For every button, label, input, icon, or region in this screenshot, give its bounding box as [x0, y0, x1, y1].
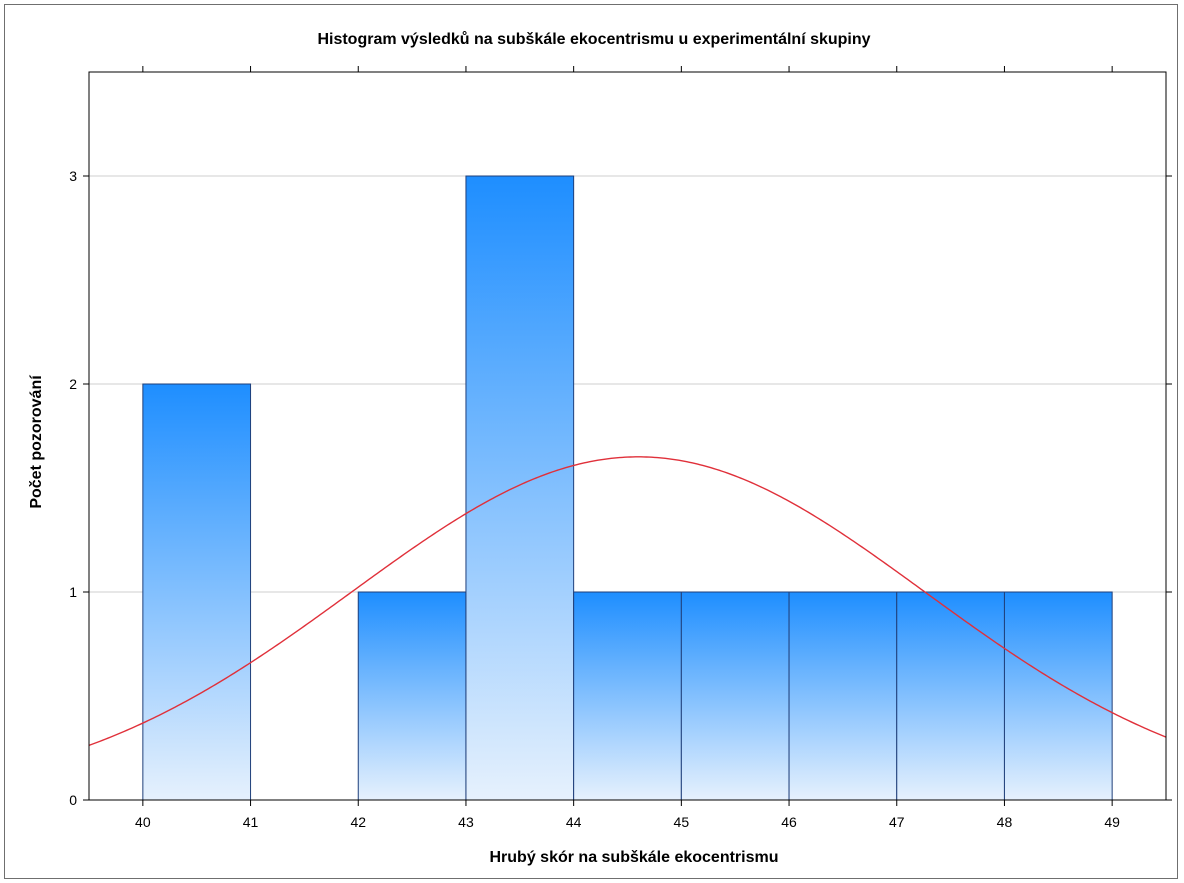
plot-area — [88, 71, 1167, 801]
x-tick-label: 47 — [889, 814, 905, 830]
chart-frame: Histogram výsledků na subškále ekocentri… — [4, 4, 1178, 879]
y-tick-label: 2 — [69, 376, 77, 392]
x-tick-labels: 40 41 42 43 44 45 46 47 48 49 — [135, 814, 1120, 830]
histogram-bar — [788, 591, 898, 801]
histogram-bar — [465, 175, 575, 801]
histogram-bar — [573, 591, 682, 801]
x-axis-title: Hrubý skór na subškále ekocentrismu — [490, 849, 779, 866]
x-tick-label: 43 — [458, 814, 474, 830]
bars — [142, 175, 1113, 801]
y-axis-title: Počet pozorování — [28, 375, 45, 509]
y-tick-labels: 0 1 2 3 — [69, 168, 77, 808]
y-tick-label: 1 — [69, 584, 77, 600]
x-tick-label: 45 — [674, 814, 690, 830]
axis-ticks — [83, 66, 1172, 806]
x-tick-label: 40 — [135, 814, 151, 830]
x-tick-label: 49 — [1104, 814, 1120, 830]
y-tick-label: 3 — [69, 168, 77, 184]
histogram-bar — [680, 591, 790, 801]
x-tick-label: 44 — [566, 814, 582, 830]
chart-title: Histogram výsledků na subškále ekocentri… — [317, 31, 870, 48]
x-tick-label: 41 — [243, 814, 259, 830]
histogram-bar — [357, 591, 467, 801]
normal-curve — [89, 456, 1166, 747]
y-tick-label: 0 — [69, 792, 77, 808]
x-tick-label: 42 — [350, 814, 366, 830]
histogram-chart: Histogram výsledků na subškále ekocentri… — [28, 31, 1172, 866]
histogram-bar — [1003, 591, 1113, 801]
x-tick-label: 46 — [781, 814, 797, 830]
histogram-bar — [142, 383, 252, 801]
histogram-bar — [896, 591, 1005, 801]
x-tick-label: 48 — [997, 814, 1013, 830]
